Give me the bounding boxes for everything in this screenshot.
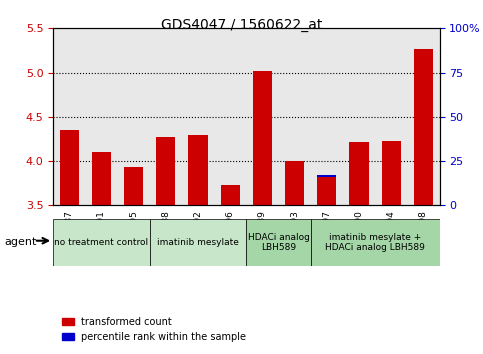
FancyBboxPatch shape — [53, 219, 150, 266]
Text: no treatment control: no treatment control — [55, 238, 148, 247]
Bar — [92, 161, 111, 205]
FancyBboxPatch shape — [246, 219, 311, 266]
Bar — [349, 142, 369, 205]
Bar — [317, 177, 337, 205]
Text: imatinib mesylate +
HDACi analog LBH589: imatinib mesylate + HDACi analog LBH589 — [325, 233, 425, 252]
Bar — [221, 185, 240, 205]
Bar — [253, 71, 272, 205]
Bar — [382, 141, 401, 205]
Bar — [156, 146, 175, 205]
Legend: transformed count, percentile rank within the sample: transformed count, percentile rank withi… — [58, 313, 250, 346]
Bar — [92, 152, 111, 205]
Bar — [156, 137, 175, 205]
Bar — [188, 135, 208, 205]
Text: GDS4047 / 1560622_at: GDS4047 / 1560622_at — [161, 18, 322, 32]
Bar — [124, 167, 143, 205]
Bar — [188, 135, 208, 205]
Bar — [253, 92, 272, 205]
Bar — [414, 49, 433, 205]
Bar — [414, 49, 433, 205]
Bar — [59, 130, 79, 205]
Bar — [221, 189, 240, 205]
Bar — [285, 166, 304, 205]
FancyBboxPatch shape — [150, 219, 246, 266]
Bar — [59, 135, 79, 205]
Bar — [124, 175, 143, 205]
Bar — [221, 185, 240, 205]
Bar — [253, 71, 272, 205]
Bar — [188, 145, 208, 205]
Bar — [317, 175, 337, 205]
Bar — [156, 137, 175, 205]
Bar — [285, 161, 304, 205]
Bar — [285, 161, 304, 205]
Bar — [124, 167, 143, 205]
Bar — [92, 152, 111, 205]
FancyBboxPatch shape — [311, 219, 440, 266]
Text: agent: agent — [5, 238, 37, 247]
Bar — [317, 175, 337, 177]
Bar — [382, 141, 401, 205]
Text: imatinib mesylate: imatinib mesylate — [157, 238, 239, 247]
Bar — [59, 130, 79, 205]
Bar — [349, 149, 369, 205]
Bar — [349, 142, 369, 205]
Text: HDACi analog
LBH589: HDACi analog LBH589 — [248, 233, 310, 252]
Bar — [317, 177, 337, 205]
Bar — [382, 150, 401, 205]
Bar — [414, 80, 433, 205]
